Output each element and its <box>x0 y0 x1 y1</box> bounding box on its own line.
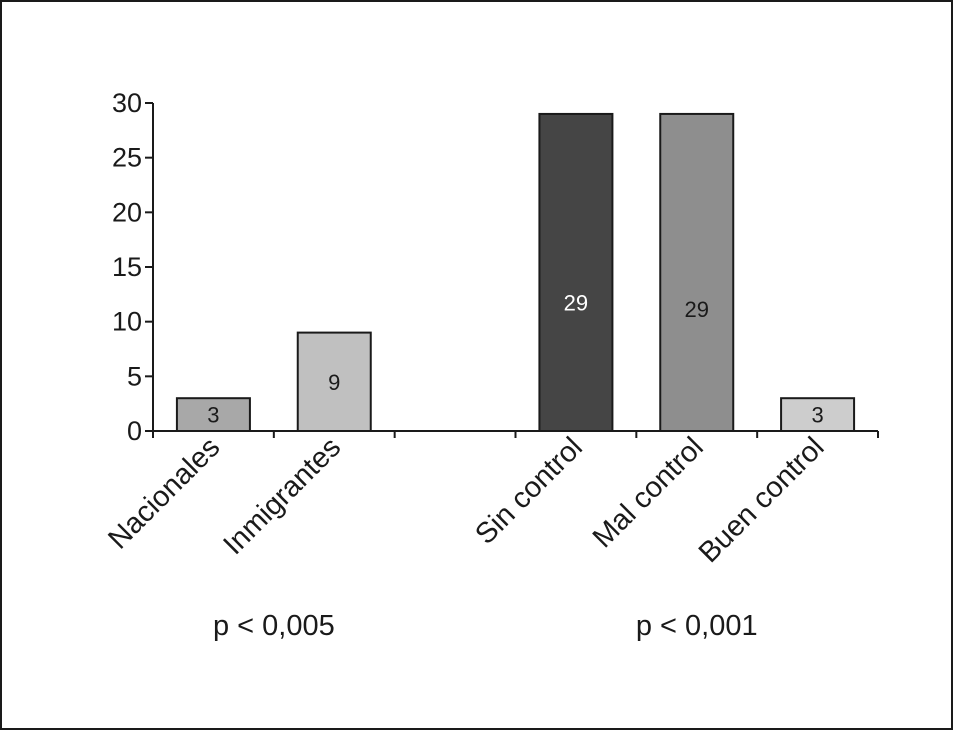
x-category-label: Nacionales <box>102 431 226 555</box>
y-tick-label: 25 <box>112 143 142 173</box>
bar-value-label: 29 <box>685 297 709 322</box>
bar <box>175 397 251 433</box>
bar-value-label: 3 <box>811 403 823 428</box>
bar <box>780 397 856 433</box>
y-tick-label: 10 <box>112 307 142 337</box>
x-category-label: Buen control <box>693 431 831 569</box>
axes-group: 0 5 10 15 20 25 30 <box>112 88 879 446</box>
x-category-label: Sin control <box>469 431 589 551</box>
bars-group <box>175 112 856 433</box>
y-tick-label: 30 <box>112 88 142 118</box>
bar <box>538 112 614 433</box>
bar <box>659 112 735 433</box>
y-tick-label: 20 <box>112 197 142 227</box>
x-category-label: Inmigrantes <box>217 431 347 561</box>
p-value-annotation: p < 0,001 <box>636 610 758 642</box>
bar-value-label: 29 <box>564 291 588 316</box>
y-tick-label: 15 <box>112 252 142 282</box>
p-value-annotation: p < 0,005 <box>213 610 335 642</box>
y-tick-label: 5 <box>127 361 142 391</box>
bar <box>296 331 372 433</box>
bar-value-label: 3 <box>207 403 219 428</box>
bar-value-label: 9 <box>328 370 340 395</box>
x-category-label: Mal control <box>587 431 710 554</box>
y-tick-label: 0 <box>127 416 142 446</box>
